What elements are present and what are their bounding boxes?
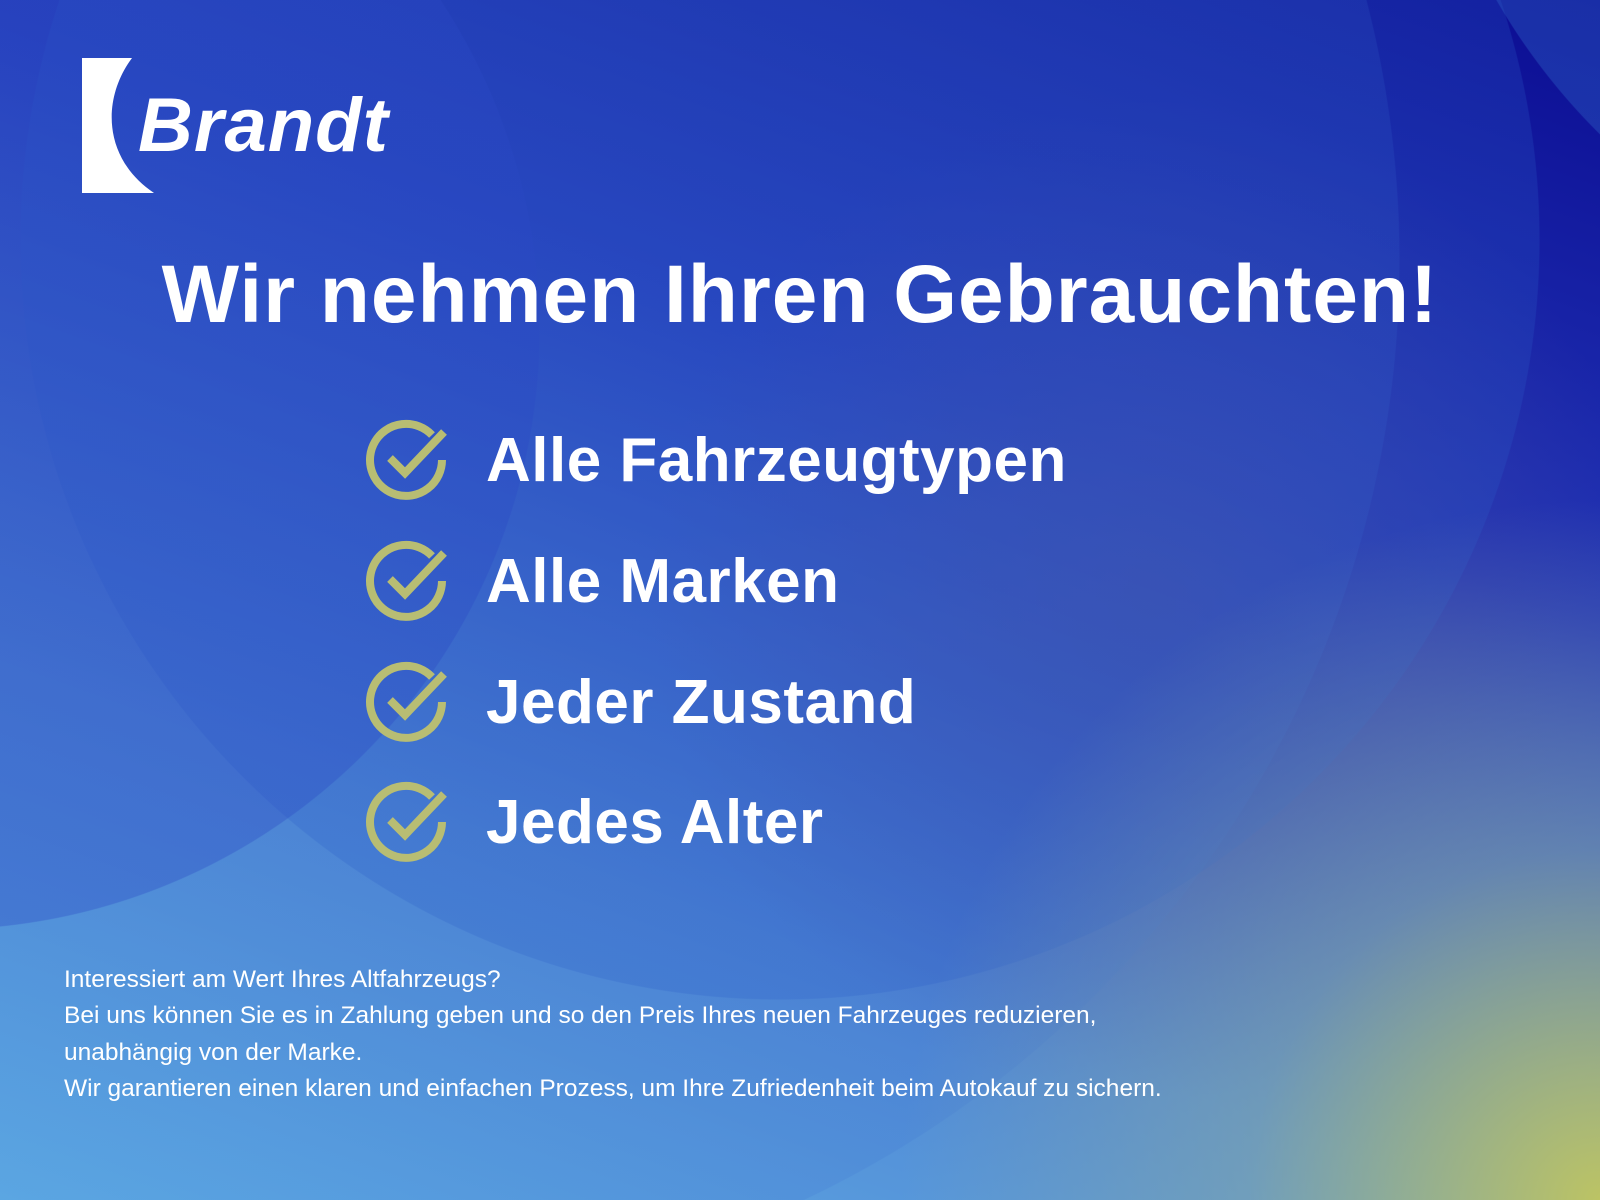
body-line: unabhängig von der Marke. [64,1038,363,1066]
logo-text: Brandt [138,83,389,168]
feature-label: Alle Marken [486,546,840,616]
logo-mark-icon [82,58,154,193]
feature-item: Alle Marken [362,536,840,626]
check-circle-icon [366,540,447,621]
body-line: Bei uns können Sie es in Zahlung geben u… [64,1002,1097,1030]
check-circle-icon [366,419,447,500]
feature-label: Jedes Alter [486,787,824,857]
feature-item: Alle Fahrzeugtypen [362,415,1067,505]
check-circle-icon [366,781,447,862]
feature-label: Alle Fahrzeugtypen [486,425,1067,495]
feature-item: Jeder Zustand [362,657,916,747]
feature-label: Jeder Zustand [486,667,917,737]
headline: Wir nehmen Ihren Gebrauchten! [161,249,1439,340]
check-circle-icon [366,661,447,742]
brandt-logo [82,58,162,193]
body-text: Interessiert am Wert Ihres Altfahrzeugs?… [64,962,1162,1107]
feature-item: Jedes Alter [362,777,823,867]
body-line: Wir garantieren einen klaren und einfach… [64,1074,1162,1102]
body-line: Interessiert am Wert Ihres Altfahrzeugs? [64,966,501,993]
